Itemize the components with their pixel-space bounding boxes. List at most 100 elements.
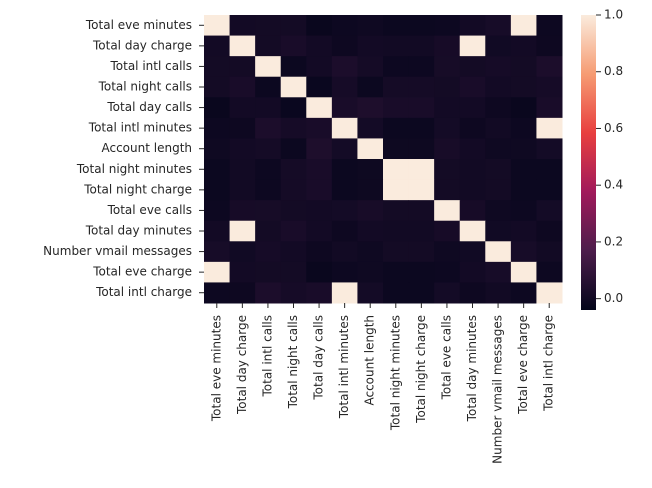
heatmap-cell xyxy=(280,159,307,181)
y-tick-label: Total eve calls xyxy=(107,203,192,217)
heatmap-cell xyxy=(510,241,537,263)
heatmap-cell xyxy=(459,282,486,304)
heatmap-cell xyxy=(331,282,358,304)
heatmap-cell xyxy=(306,15,333,37)
heatmap-cell xyxy=(485,117,512,139)
heatmap-cell xyxy=(485,138,512,160)
heatmap-cell xyxy=(485,15,512,37)
heatmap-cell xyxy=(408,200,435,222)
heatmap-cell xyxy=(204,179,231,201)
heatmap-cell xyxy=(536,117,563,139)
heatmap-cell xyxy=(331,15,358,37)
heatmap-cell xyxy=(408,179,435,201)
heatmap-cell xyxy=(229,76,256,98)
heatmap-cell xyxy=(280,15,307,37)
heatmap-cell xyxy=(280,97,307,119)
heatmap-cell xyxy=(306,138,333,160)
x-tick-label: Number vmail messages xyxy=(491,315,505,464)
heatmap-cell xyxy=(280,117,307,139)
y-tick-label: Total intl calls xyxy=(109,59,192,73)
heatmap-cell xyxy=(306,56,333,78)
y-tick-label: Total intl charge xyxy=(95,285,192,299)
heatmap-cell xyxy=(510,261,537,283)
heatmap-cell xyxy=(510,97,537,119)
x-tick-label: Total eve charge xyxy=(516,315,530,415)
colorbar-tick-label: 1.0 xyxy=(604,8,623,22)
heatmap-cell xyxy=(331,159,358,181)
heatmap-cell xyxy=(306,76,333,98)
heatmap-cell xyxy=(485,76,512,98)
heatmap-cell xyxy=(357,35,384,57)
x-tick-label: Total night minutes xyxy=(388,315,402,431)
heatmap-cell xyxy=(357,159,384,181)
heatmap-cell xyxy=(383,159,410,181)
heatmap-cell xyxy=(408,15,435,37)
x-tick-label: Total day minutes xyxy=(465,315,479,422)
heatmap-cell xyxy=(331,56,358,78)
heatmap-cell xyxy=(357,261,384,283)
heatmap-cell xyxy=(229,179,256,201)
y-tick-label: Number vmail messages xyxy=(43,244,192,258)
heatmap-cell xyxy=(536,282,563,304)
heatmap-cell xyxy=(306,117,333,139)
heatmap-cell xyxy=(357,220,384,242)
heatmap-cell xyxy=(255,282,282,304)
heatmap-cell xyxy=(485,179,512,201)
heatmap-cell xyxy=(280,220,307,242)
heatmap-cell xyxy=(510,15,537,37)
heatmap-cell xyxy=(229,15,256,37)
heatmap-cell xyxy=(510,179,537,201)
colorbar-tick-label: 0.2 xyxy=(604,234,623,248)
heatmap-cell xyxy=(280,200,307,222)
heatmap-cell xyxy=(408,138,435,160)
y-tick-label: Total night minutes xyxy=(76,162,192,176)
colorbar-tick-label: 0.8 xyxy=(604,64,623,78)
heatmap-cell xyxy=(357,56,384,78)
heatmap-cell xyxy=(204,282,231,304)
heatmap-cell xyxy=(510,138,537,160)
heatmap-cell xyxy=(331,179,358,201)
heatmap-cell xyxy=(306,200,333,222)
heatmap-cell xyxy=(306,35,333,57)
heatmap-cell xyxy=(204,261,231,283)
heatmap-cell xyxy=(229,35,256,57)
y-tick-label: Total eve charge xyxy=(92,265,192,279)
heatmap-cell xyxy=(383,179,410,201)
y-tick-label: Total day minutes xyxy=(85,224,192,238)
heatmap-cell xyxy=(485,261,512,283)
heatmap-cell xyxy=(510,35,537,57)
heatmap-cell xyxy=(306,220,333,242)
heatmap-cell xyxy=(204,220,231,242)
colorbar xyxy=(581,15,596,310)
heatmap-cell xyxy=(485,35,512,57)
heatmap-cell xyxy=(331,241,358,263)
heatmap-cell xyxy=(459,159,486,181)
heatmap-cell xyxy=(536,220,563,242)
heatmap-cell xyxy=(357,241,384,263)
heatmap-cell xyxy=(204,241,231,263)
heatmap-cell xyxy=(536,15,563,37)
heatmap-cell xyxy=(459,15,486,37)
heatmap-cell xyxy=(280,261,307,283)
heatmap-cell xyxy=(255,179,282,201)
heatmap-cell xyxy=(408,35,435,57)
y-tick-label: Total intl minutes xyxy=(88,121,192,135)
heatmap-cell xyxy=(510,76,537,98)
heatmap-cell xyxy=(357,97,384,119)
heatmap-cell xyxy=(204,76,231,98)
heatmap-cell xyxy=(485,241,512,263)
heatmap-cell xyxy=(459,117,486,139)
heatmap-cell xyxy=(434,15,461,37)
heatmap-cell xyxy=(459,241,486,263)
heatmap-cell xyxy=(229,261,256,283)
heatmap-cell xyxy=(255,97,282,119)
heatmap-cell xyxy=(536,159,563,181)
heatmap-cell xyxy=(536,97,563,119)
heatmap-cell xyxy=(357,200,384,222)
heatmap-cell xyxy=(204,35,231,57)
heatmap-cell xyxy=(434,241,461,263)
heatmap-cell xyxy=(434,97,461,119)
heatmap-cell xyxy=(229,220,256,242)
x-tick-label: Total day calls xyxy=(312,315,326,401)
